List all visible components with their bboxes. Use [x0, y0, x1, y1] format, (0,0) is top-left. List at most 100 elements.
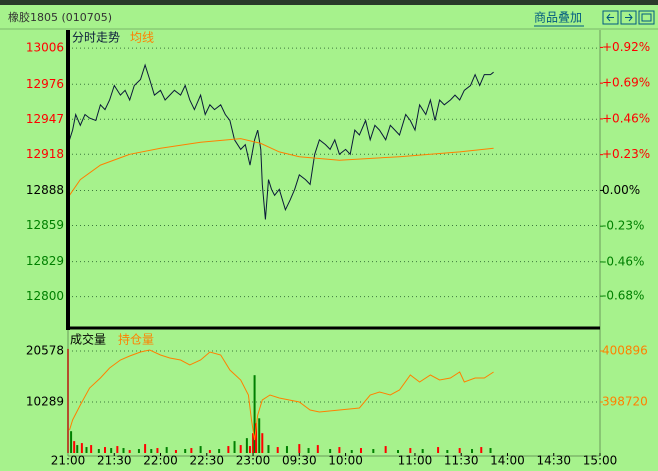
volume-bar: [437, 447, 440, 453]
legend-label: 分时走势: [72, 31, 120, 45]
volume-bar: [446, 450, 449, 453]
y-tick-label: 12976: [26, 77, 64, 91]
volume-bar: [218, 449, 221, 453]
y-tick-label: 13006: [26, 41, 64, 55]
x-tick-label: 11:00: [398, 454, 433, 468]
x-tick-label: 22:30: [189, 454, 224, 468]
y2-tick-label: +0.23%: [602, 147, 650, 161]
volume-bar: [122, 448, 125, 453]
volume-bar: [150, 449, 153, 453]
volume-bar: [245, 438, 248, 453]
x-tick-label: 11:30: [444, 454, 479, 468]
volume-bar: [471, 449, 474, 453]
volume-bar: [372, 449, 375, 453]
series-line: [69, 63, 494, 220]
legend-label: 持仓量: [118, 332, 154, 347]
volume-bar: [298, 444, 301, 453]
volume-bar: [255, 423, 258, 453]
y-tick-label: 12800: [26, 289, 64, 303]
volume-bar: [156, 448, 159, 453]
volume-bar: [80, 443, 83, 453]
y2-tick-label: 0.00%: [602, 183, 640, 197]
volume-bar: [128, 450, 131, 453]
x-tick-label: 10:00: [328, 454, 363, 468]
legend-label: 均线: [130, 31, 154, 45]
volume-bar: [329, 449, 332, 453]
y-tick-label: 12859: [26, 218, 64, 232]
volume-bar: [208, 450, 211, 453]
x-tick-label: 09:30: [282, 454, 317, 468]
volume-bar: [261, 433, 264, 453]
volume-bar: [184, 449, 187, 453]
nav-icons[interactable]: [602, 10, 655, 25]
volume-bar: [248, 446, 251, 453]
volume-bar: [253, 375, 256, 453]
x-tick-label: 14:00: [490, 454, 525, 468]
volume-bar: [458, 448, 461, 453]
x-tick-label: 14:30: [536, 454, 571, 468]
x-tick-label: 23:00: [236, 454, 271, 468]
top-strip: [0, 0, 658, 5]
x-tick-label: 15:00: [583, 454, 618, 468]
volume-bar: [359, 448, 362, 453]
y-tick-label: 12829: [26, 254, 64, 268]
volume-bar: [76, 445, 79, 453]
volume-bar: [239, 445, 242, 453]
volume-bar: [85, 447, 88, 453]
y2-tick-label: -0.68%: [602, 289, 644, 303]
y-tick-label: 20578: [26, 344, 64, 358]
header-title: 橡胶1805 (010705): [8, 10, 112, 24]
volume-bar: [104, 447, 107, 453]
icon-right-arrow: [625, 13, 633, 22]
legend-label: 成交量: [70, 332, 106, 347]
y2-tick-label: +0.46%: [602, 111, 650, 125]
y2-tick-label: -0.23%: [602, 219, 644, 233]
volume-bar: [409, 448, 412, 453]
volume-bar: [190, 448, 193, 453]
volume-bar: [421, 449, 424, 453]
volume-bar: [110, 448, 113, 453]
volume-bar: [90, 445, 93, 453]
series-line: [69, 138, 494, 196]
volume-bar: [267, 445, 270, 453]
volume-bar: [174, 450, 177, 453]
y2-tick-label: +0.69%: [602, 76, 650, 90]
volume-bar: [97, 449, 100, 453]
x-tick-label: 21:00: [51, 454, 86, 468]
volume-bar: [350, 450, 353, 453]
y2-tick-label: 398720: [602, 395, 648, 409]
y-tick-label: 12947: [26, 112, 64, 126]
volume-bar: [252, 433, 255, 453]
icon-window-box: [641, 13, 652, 22]
volume-bar: [307, 448, 310, 453]
volume-bar: [285, 446, 288, 453]
volume-bar: [116, 446, 119, 453]
y2-tick-label: 400896: [602, 344, 648, 358]
volume-bar: [276, 447, 279, 453]
volume-bar: [316, 445, 319, 453]
y-tick-label: 10289: [26, 395, 64, 409]
y-tick-label: 12888: [26, 183, 64, 197]
icon-right[interactable]: [620, 10, 637, 25]
volume-bar: [70, 431, 73, 453]
icon-window[interactable]: [638, 10, 655, 25]
icon-left-arrow: [606, 13, 614, 22]
volume-bar: [480, 447, 483, 453]
volume-bar: [227, 446, 230, 453]
volume-bar: [384, 446, 387, 453]
volume-bar: [233, 441, 236, 453]
y-tick-label: 12918: [26, 147, 64, 161]
volume-bar: [165, 447, 168, 453]
icon-left[interactable]: [602, 10, 619, 25]
x-tick-label: 21:30: [97, 454, 132, 468]
volume-bar: [137, 449, 140, 453]
y2-tick-label: +0.92%: [602, 40, 650, 54]
volume-bar: [489, 448, 492, 453]
overlay-button[interactable]: 商品叠加: [534, 10, 582, 25]
volume-bar: [258, 418, 261, 453]
volume-bar: [199, 446, 202, 453]
volume-bar: [144, 444, 147, 453]
